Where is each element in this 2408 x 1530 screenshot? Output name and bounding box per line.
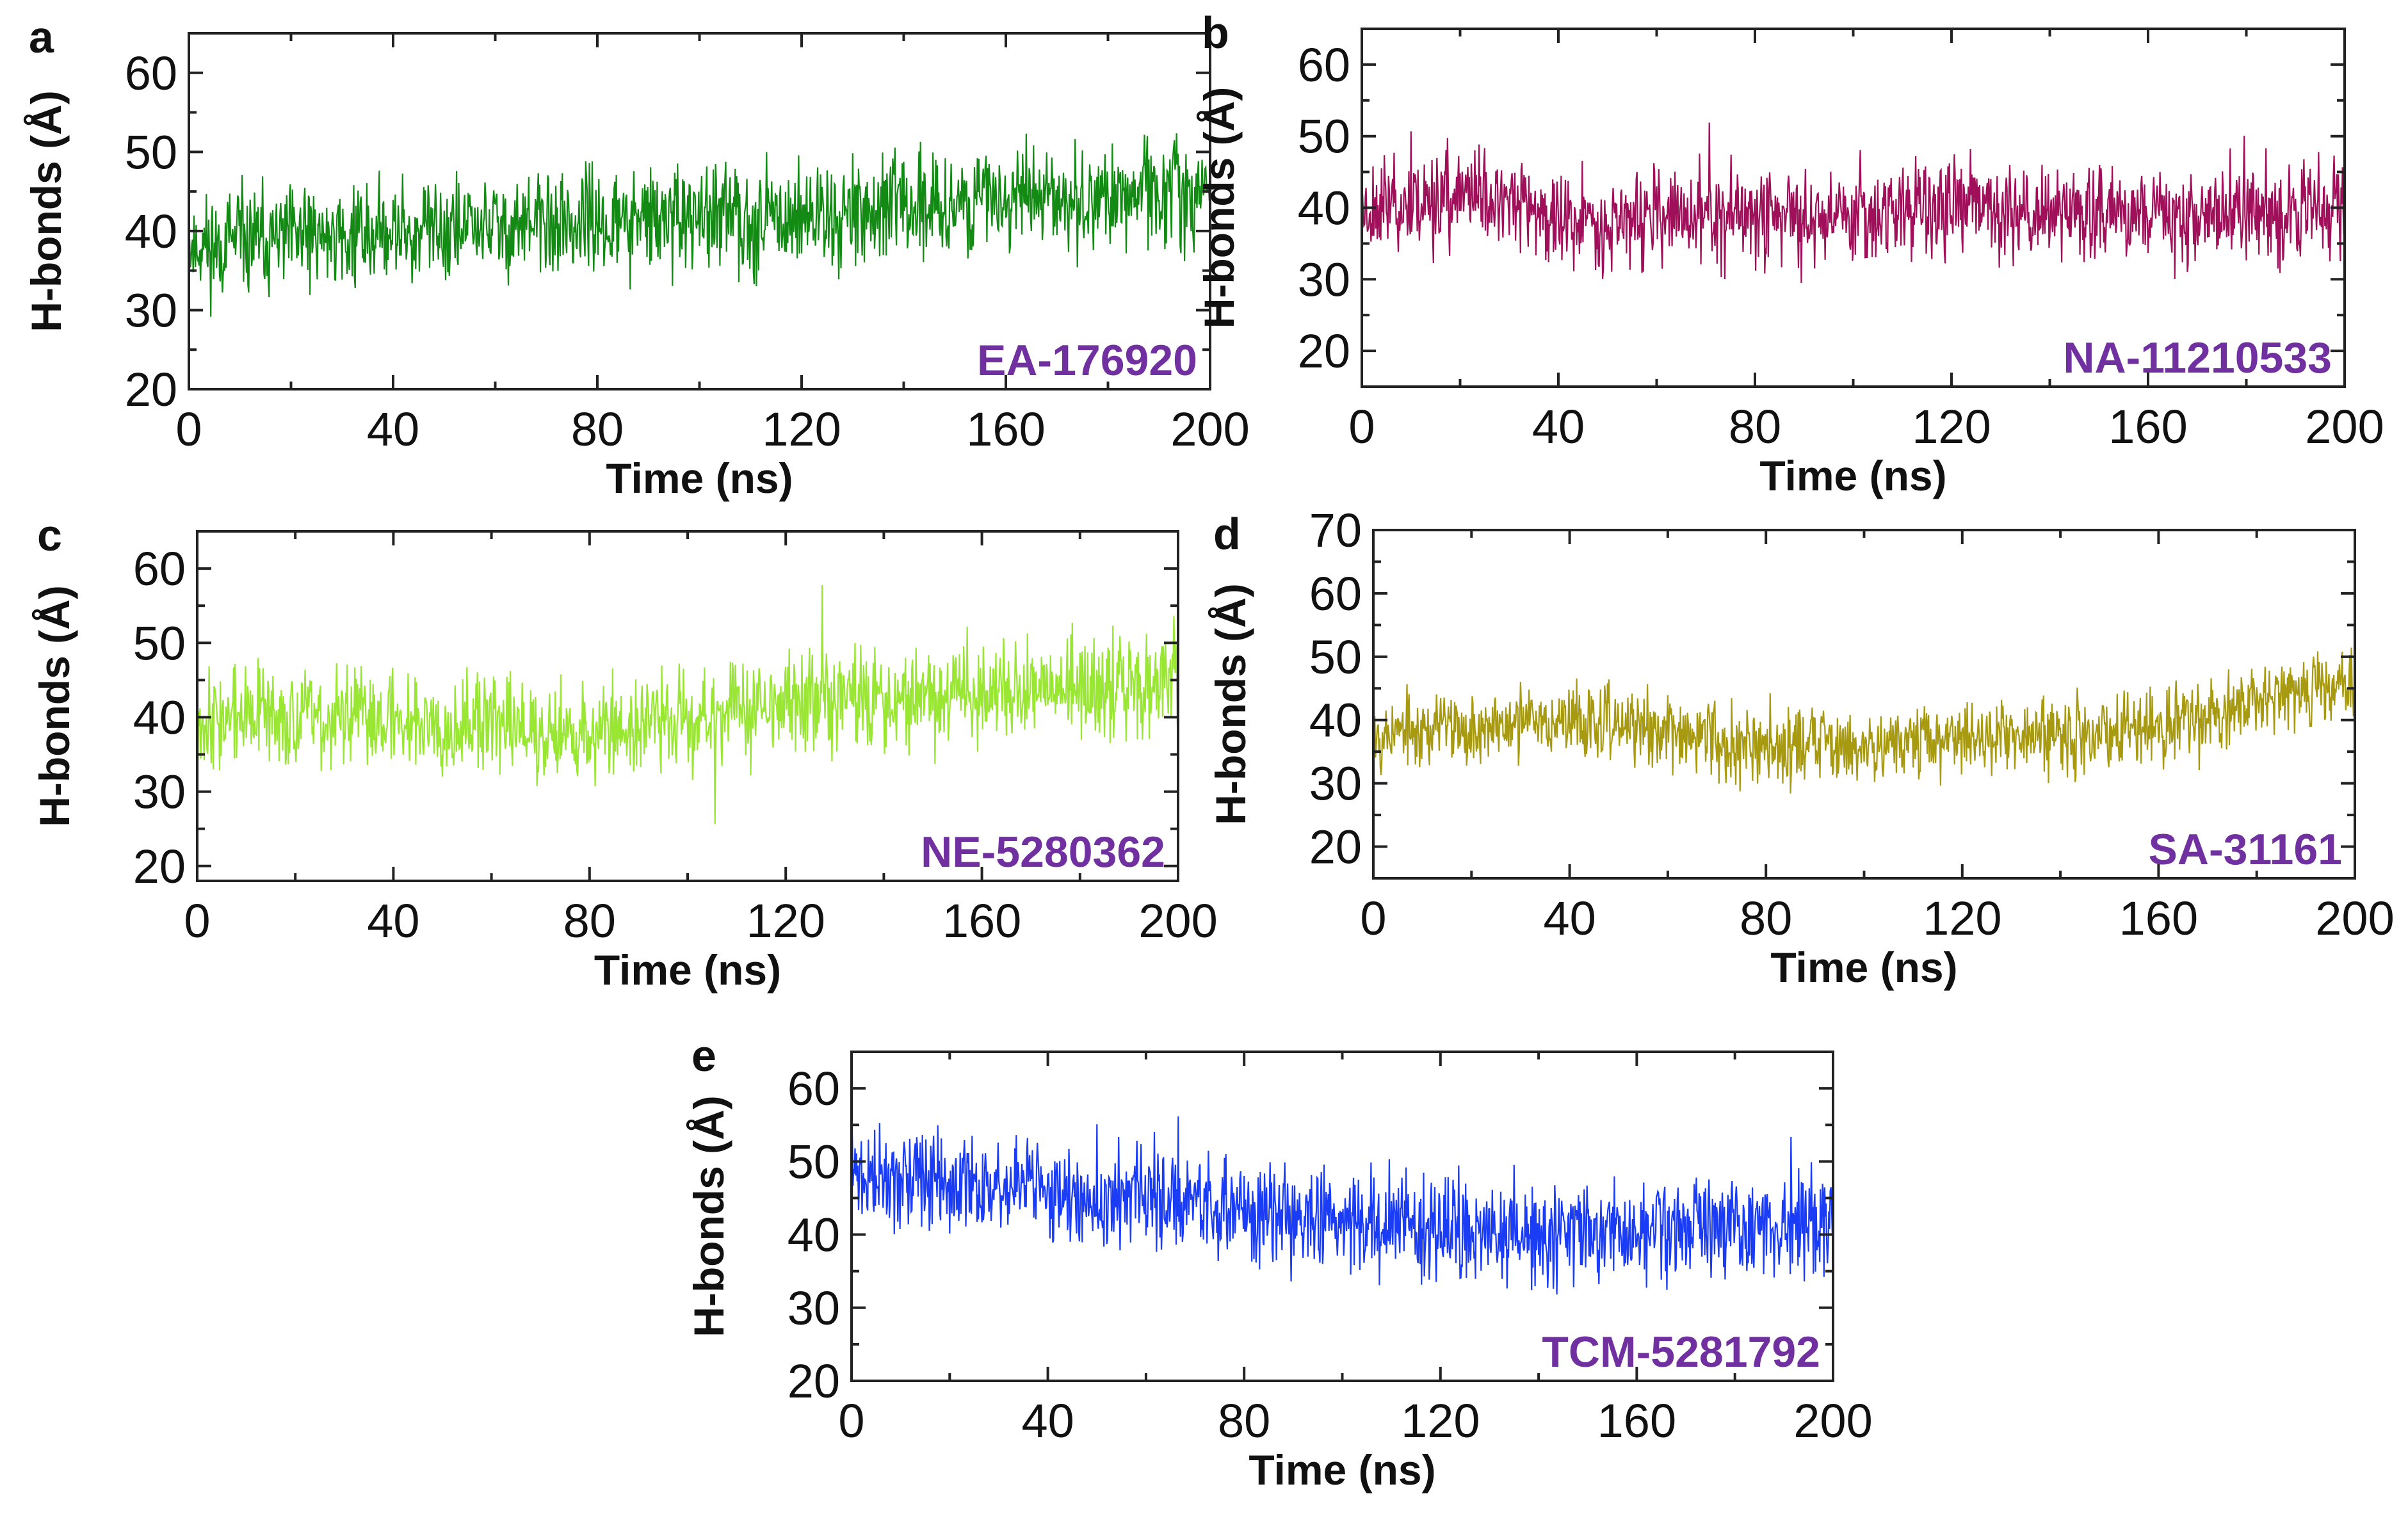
y-tick-label-c: 20 xyxy=(133,840,186,893)
x-axis-title-d: Time (ns) xyxy=(1770,944,1957,991)
compound-label-d: SA-31161 xyxy=(2149,825,2342,874)
panel-d: 0 40 80 120 160 200 20 30 40 50 60 70 Time (ns) H-bon… xyxy=(1207,504,2395,991)
y-tick-label-d: 30 xyxy=(1309,757,1362,810)
x-tick-label-e: 80 xyxy=(1218,1394,1270,1447)
y-tick-label-c: 60 xyxy=(133,542,186,595)
x-tick-label-e: 0 xyxy=(838,1394,864,1447)
x-axis-title-b: Time (ns) xyxy=(1759,452,1946,499)
y-axis-title-e: H-bonds (Å) xyxy=(685,1095,732,1337)
x-tick-label-b: 80 xyxy=(1729,400,1781,453)
y-tick-label-e: 60 xyxy=(788,1062,840,1115)
x-tick-label-b: 120 xyxy=(1912,400,1991,453)
x-tick-label-d: 0 xyxy=(1360,892,1386,945)
y-tick-label-d: 40 xyxy=(1309,694,1362,747)
x-tick-label-c: 0 xyxy=(184,894,210,947)
x-tick-label-c: 80 xyxy=(563,894,616,947)
y-tick-label-a: 60 xyxy=(125,47,177,100)
y-tick-label-c: 40 xyxy=(133,691,186,744)
x-tick-label-c: 120 xyxy=(746,894,825,947)
y-tick-label-b: 40 xyxy=(1298,182,1350,235)
panel-letter-b: b xyxy=(1202,8,1229,58)
x-tick-label-a: 200 xyxy=(1170,403,1249,456)
y-tick-label-b: 20 xyxy=(1298,325,1350,378)
x-tick-label-c: 40 xyxy=(367,894,419,947)
x-axis-title-c: Time (ns) xyxy=(594,946,781,994)
y-tick-label-b: 30 xyxy=(1298,253,1350,306)
compound-label-a: EA-176920 xyxy=(977,336,1197,385)
x-tick-label-a: 120 xyxy=(762,403,841,456)
panel-letter-c: c xyxy=(37,510,62,560)
x-tick-label-e: 200 xyxy=(1793,1394,1872,1447)
x-tick-label-e: 120 xyxy=(1401,1394,1480,1447)
y-tick-label-a: 40 xyxy=(125,205,177,258)
x-tick-label-d: 80 xyxy=(1740,892,1792,945)
x-tick-label-d: 200 xyxy=(2315,892,2394,945)
x-tick-label-a: 160 xyxy=(966,403,1045,456)
x-tick-label-e: 40 xyxy=(1021,1394,1074,1447)
y-tick-label-a: 50 xyxy=(125,125,177,179)
y-tick-label-d: 70 xyxy=(1309,504,1362,557)
y-tick-label-e: 50 xyxy=(788,1135,840,1188)
y-axis-title-b: H-bonds (Å) xyxy=(1195,87,1243,329)
panel-letter-e: e xyxy=(691,1031,716,1081)
y-tick-label-b: 60 xyxy=(1298,38,1350,92)
x-tick-label-d: 120 xyxy=(1923,892,2001,945)
y-tick-label-c: 50 xyxy=(133,616,186,670)
y-tick-label-a: 20 xyxy=(125,363,177,416)
panel-c: 0 40 80 120 160 200 20 30 40 50 60 Time (ns) H-bonds… xyxy=(31,510,1218,994)
x-tick-label-b: 160 xyxy=(2108,400,2187,453)
y-tick-label-d: 20 xyxy=(1309,821,1362,874)
panel-e: 0 40 80 120 160 200 20 30 40 50 60 Time (ns) H-bonds… xyxy=(685,1031,1873,1494)
x-tick-label-c: 160 xyxy=(942,894,1021,947)
y-axis-title-d: H-bonds (Å) xyxy=(1207,583,1254,825)
x-axis-title-e: Time (ns) xyxy=(1248,1446,1435,1494)
x-axis-title-a: Time (ns) xyxy=(606,455,793,502)
x-tick-label-a: 0 xyxy=(175,403,202,456)
y-tick-label-d: 50 xyxy=(1309,631,1362,684)
series-line-d-0 xyxy=(1373,647,2355,794)
x-tick-label-b: 40 xyxy=(1532,400,1585,453)
x-tick-label-e: 160 xyxy=(1597,1394,1676,1447)
y-tick-label-b: 50 xyxy=(1298,110,1350,163)
y-axis-title-c: H-bonds (Å) xyxy=(31,585,78,827)
x-tick-label-b: 0 xyxy=(1348,400,1375,453)
x-tick-label-a: 80 xyxy=(571,403,624,456)
y-tick-label-e: 40 xyxy=(788,1209,840,1262)
series-line-e-0 xyxy=(852,1116,1833,1295)
y-tick-label-e: 30 xyxy=(788,1282,840,1335)
compound-label-b: NA-11210533 xyxy=(2063,334,2332,382)
x-tick-label-c: 200 xyxy=(1138,894,1217,947)
compound-label-e: TCM-5281792 xyxy=(1542,1328,1820,1376)
x-tick-label-d: 40 xyxy=(1543,892,1596,945)
y-tick-label-d: 60 xyxy=(1309,567,1362,620)
panel-b: 0 40 80 120 160 200 20 30 40 50 60 Time (ns) H-bonds… xyxy=(1195,8,2384,499)
series-line-a-0 xyxy=(189,130,1210,317)
series-line-c-0 xyxy=(197,584,1178,825)
y-axis-title-a: H-bonds (Å) xyxy=(22,90,70,332)
y-tick-label-e: 20 xyxy=(788,1355,840,1408)
series-line-b-0 xyxy=(1362,122,2345,284)
x-tick-label-d: 160 xyxy=(2119,892,2198,945)
panel-a: 0 40 80 120 160 200 20 30 40 50 60 Time (ns) H-bonds… xyxy=(22,12,1250,502)
x-tick-label-b: 200 xyxy=(2305,400,2384,453)
panel-letter-a: a xyxy=(29,12,54,62)
y-tick-label-a: 30 xyxy=(125,284,177,337)
panel-letter-d: d xyxy=(1213,509,1241,559)
y-tick-label-c: 30 xyxy=(133,766,186,819)
x-tick-label-a: 40 xyxy=(367,403,419,456)
compound-label-c: NE-5280362 xyxy=(921,828,1165,876)
